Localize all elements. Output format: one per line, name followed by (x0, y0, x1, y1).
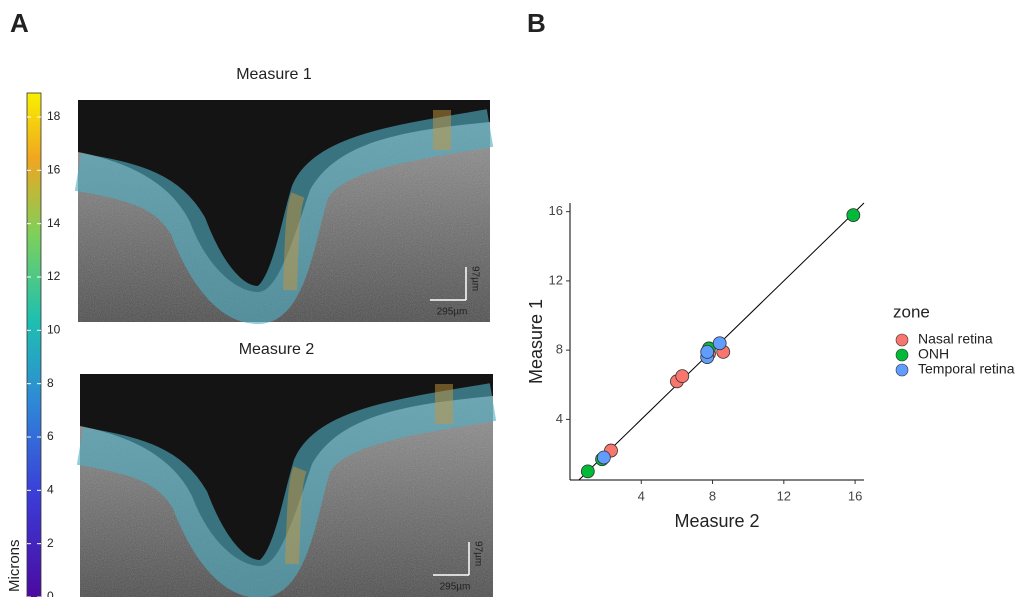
colorbar-tick-label: 12 (47, 269, 61, 283)
legend-label: Temporal retina (918, 361, 1015, 377)
retina-hot (435, 384, 453, 424)
colorbar-tick-label: 0 (47, 589, 54, 597)
scale-label: 97µm (472, 541, 483, 566)
x-axis-title: Measure 2 (674, 511, 759, 531)
point (846, 208, 861, 223)
scale-label: 295µm (440, 582, 471, 593)
point (700, 344, 715, 359)
colorbar-tick-label: 6 (47, 429, 54, 443)
panel-label: B (527, 8, 546, 38)
x-tick-label: 12 (777, 488, 791, 503)
scale-label: 295µm (437, 307, 468, 318)
y-tick-label: 4 (556, 411, 563, 426)
colorbar (26, 92, 42, 597)
colorbar-tick-label: 14 (47, 216, 61, 230)
image-title: Measure 2 (239, 341, 315, 358)
point (712, 336, 727, 351)
retina-hot (433, 110, 451, 150)
legend-title: zone (893, 302, 930, 321)
legend-swatch (895, 333, 909, 347)
legend-swatch (895, 348, 909, 362)
colorbar-tick-label: 16 (47, 163, 61, 177)
legend-label: Nasal retina (918, 331, 993, 347)
panel-label: A (10, 8, 29, 38)
point (675, 369, 690, 384)
point (580, 464, 595, 479)
retina-band (76, 383, 497, 597)
y-axis-title: Measure 1 (526, 299, 546, 384)
x-tick-label: 16 (848, 488, 862, 503)
colorbar-tick-label: 10 (47, 323, 61, 337)
oct-image: 97µm 295µm (74, 100, 494, 325)
retina-hot (283, 192, 305, 291)
x-tick-label: 4 (638, 488, 645, 503)
legend-swatch (895, 363, 909, 377)
oct-image: 97µm 295µm (76, 374, 497, 597)
colorbar-tick-label: 8 (47, 376, 54, 390)
image-title: Measure 1 (236, 66, 312, 83)
legend-label: ONH (918, 346, 949, 362)
colorbar-tick-label: 2 (47, 536, 54, 550)
retina-band (74, 109, 494, 325)
vitreous (80, 374, 493, 566)
colorbar-tick-label: 18 (47, 109, 61, 123)
y-tick-label: 16 (549, 203, 563, 218)
scale-label: 97µm (469, 266, 480, 291)
point (596, 450, 611, 465)
vitreous (78, 100, 490, 292)
y-tick-label: 8 (556, 342, 563, 357)
y-tick-label: 12 (549, 272, 563, 287)
colorbar-tick-label: 4 (47, 483, 54, 497)
x-tick-label: 8 (709, 488, 716, 503)
colorbar-label: Microns (6, 539, 23, 592)
retina-hot (285, 466, 307, 565)
